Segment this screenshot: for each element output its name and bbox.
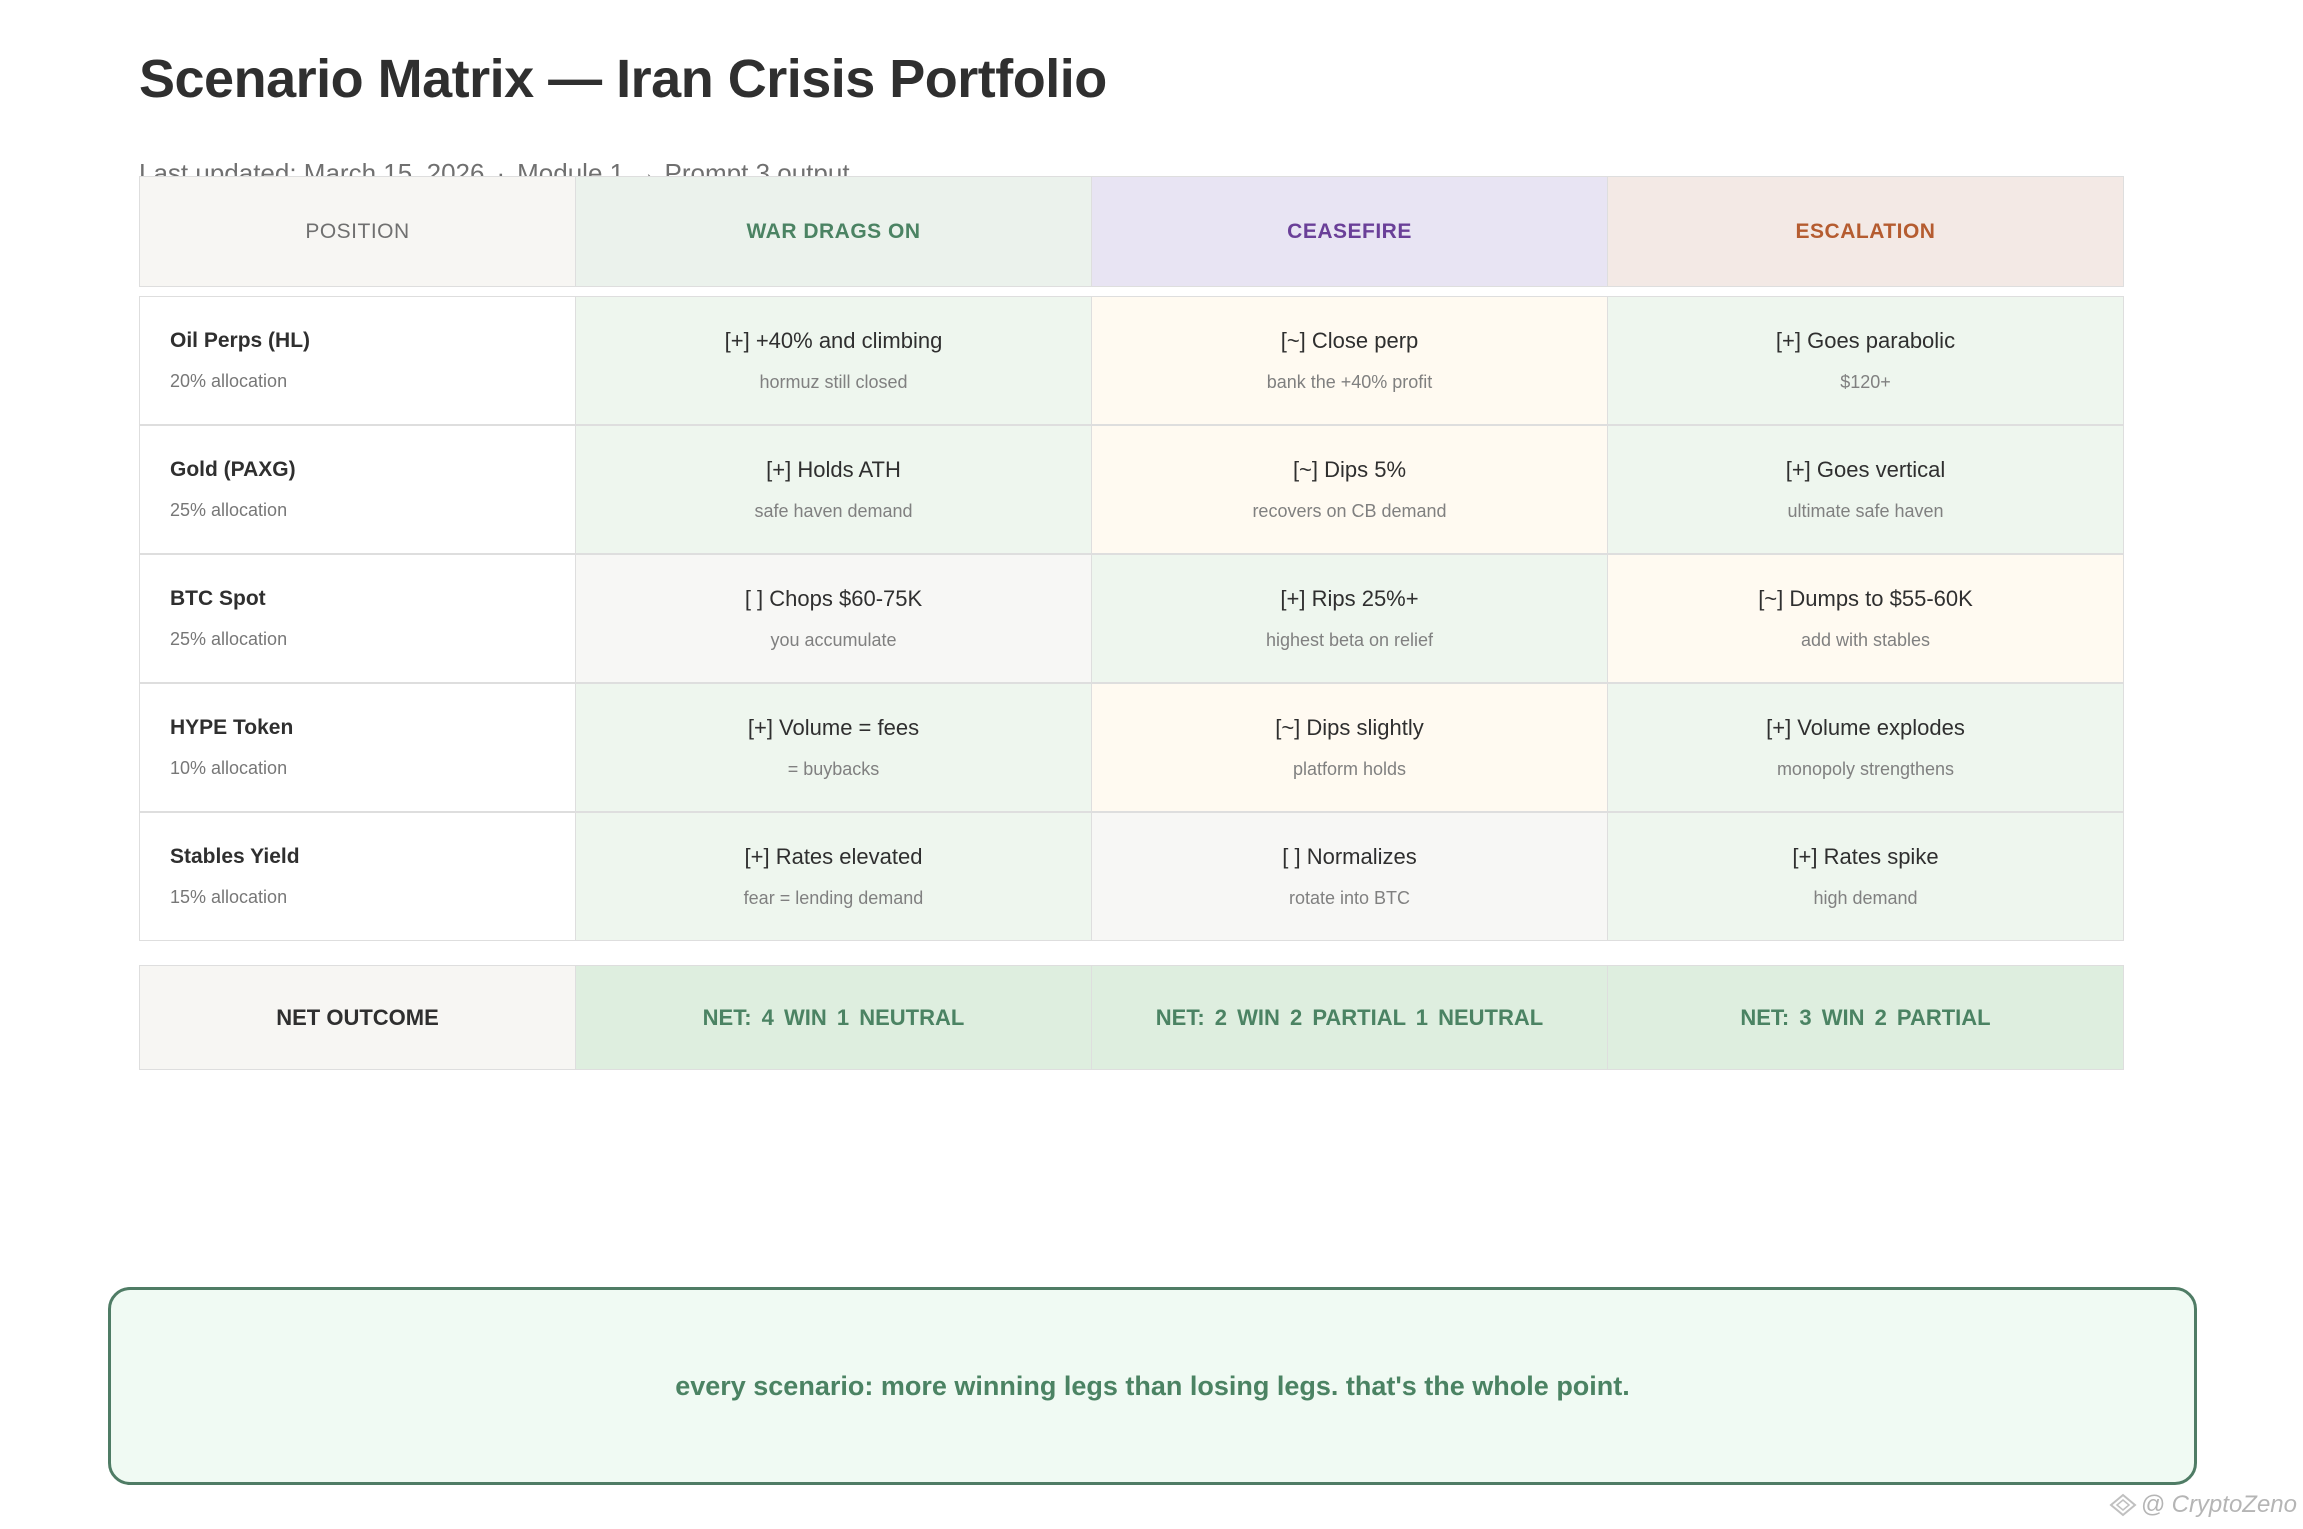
ceasefire-outcome-cell: [~] Close perp bank the +40% profit xyxy=(1091,296,1608,425)
outcome-main: [~] Dips 5% xyxy=(1292,457,1407,482)
matrix-body: Oil Perps (HL) 20% allocation [+] +40% a… xyxy=(139,296,2125,942)
outcome-note: ultimate safe haven xyxy=(1787,501,1944,521)
position-allocation: 25% allocation xyxy=(170,500,288,520)
position-cell: BTC Spot 25% allocation xyxy=(139,554,576,683)
position-name: Stables Yield xyxy=(170,845,300,868)
logo-icon xyxy=(2109,1493,2137,1517)
header-war-drags-on: WAR DRAGS ON xyxy=(575,176,1092,287)
outcome-note: bank the +40% profit xyxy=(1266,372,1433,392)
position-allocation: 15% allocation xyxy=(170,887,288,907)
table-row: BTC Spot 25% allocation [ ] Chops $60-75… xyxy=(139,554,2125,684)
escalation-outcome-cell: [+] Goes parabolic $120+ xyxy=(1607,296,2124,425)
outcome-note: platform holds xyxy=(1292,759,1407,779)
summary-callout: every scenario: more winning legs than l… xyxy=(108,1287,2197,1485)
position-name: Gold (PAXG) xyxy=(170,458,296,481)
outcome-note: recovers on CB demand xyxy=(1252,501,1447,521)
position-cell: Stables Yield 15% allocation xyxy=(139,812,576,941)
war-outcome-cell: [+] Holds ATH safe haven demand xyxy=(575,425,1092,554)
escalation-outcome-cell: [+] Volume explodes monopoly strengthens xyxy=(1607,683,2124,812)
net-outcome-row: NET OUTCOME NET: 4 WIN 1 NEUTRAL NET: 2 … xyxy=(139,965,2125,1070)
outcome-note: monopoly strengthens xyxy=(1776,759,1955,779)
position-cell: HYPE Token 10% allocation xyxy=(139,683,576,812)
ceasefire-outcome-cell: [~] Dips slightly platform holds xyxy=(1091,683,1608,812)
outcome-main: [~] Dumps to $55-60K xyxy=(1758,586,1973,611)
outcome-note: high demand xyxy=(1813,888,1918,908)
outcome-note: you accumulate xyxy=(770,630,897,650)
net-outcome-label: NET OUTCOME xyxy=(139,965,576,1070)
outcome-main: [+] Volume explodes xyxy=(1766,715,1965,740)
position-cell: Oil Perps (HL) 20% allocation xyxy=(139,296,576,425)
outcome-note: safe haven demand xyxy=(754,501,913,521)
ceasefire-outcome-cell: [ ] Normalizes rotate into BTC xyxy=(1091,812,1608,941)
header-escalation: ESCALATION xyxy=(1607,176,2124,287)
escalation-outcome-cell: [+] Rates spike high demand xyxy=(1607,812,2124,941)
outcome-main: [ ] Chops $60-75K xyxy=(744,586,923,611)
watermark: @ CryptoZeno xyxy=(2109,1491,2297,1519)
outcome-note: hormuz still closed xyxy=(759,372,908,392)
table-row: Stables Yield 15% allocation [+] Rates e… xyxy=(139,812,2125,942)
war-outcome-cell: [ ] Chops $60-75K you accumulate xyxy=(575,554,1092,683)
ceasefire-outcome-cell: [+] Rips 25%+ highest beta on relief xyxy=(1091,554,1608,683)
table-row: Gold (PAXG) 25% allocation [+] Holds ATH… xyxy=(139,425,2125,555)
position-allocation: 25% allocation xyxy=(170,629,288,649)
outcome-main: [+] Rates spike xyxy=(1792,844,1939,869)
outcome-note: = buybacks xyxy=(787,759,880,779)
net-ceasefire: NET: 2 WIN 2 PARTIAL 1 NEUTRAL xyxy=(1091,965,1608,1070)
outcome-main: [+] Volume = fees xyxy=(747,715,920,740)
escalation-outcome-cell: [~] Dumps to $55-60K add with stables xyxy=(1607,554,2124,683)
matrix-header: POSITION WAR DRAGS ON CEASEFIRE ESCALATI… xyxy=(139,176,2125,287)
outcome-note: add with stables xyxy=(1800,630,1931,650)
war-outcome-cell: [+] Rates elevated fear = lending demand xyxy=(575,812,1092,941)
war-outcome-cell: [+] Volume = fees = buybacks xyxy=(575,683,1092,812)
net-escalation: NET: 3 WIN 2 PARTIAL xyxy=(1607,965,2124,1070)
separator: · xyxy=(496,158,506,188)
position-name: BTC Spot xyxy=(170,587,266,610)
header-position: POSITION xyxy=(139,176,576,287)
outcome-main: [+] Goes vertical xyxy=(1785,457,1946,482)
war-outcome-cell: [+] +40% and climbing hormuz still close… xyxy=(575,296,1092,425)
outcome-main: [+] Holds ATH xyxy=(766,457,901,482)
position-allocation: 10% allocation xyxy=(170,758,288,778)
outcome-note: highest beta on relief xyxy=(1265,630,1434,650)
watermark-text: @ CryptoZeno xyxy=(2140,1491,2297,1518)
table-row: HYPE Token 10% allocation [+] Volume = f… xyxy=(139,683,2125,813)
position-name: Oil Perps (HL) xyxy=(170,329,311,352)
outcome-main: [+] Goes parabolic xyxy=(1775,328,1956,353)
ceasefire-outcome-cell: [~] Dips 5% recovers on CB demand xyxy=(1091,425,1608,554)
net-war-drags-on: NET: 4 WIN 1 NEUTRAL xyxy=(575,965,1092,1070)
outcome-note: $120+ xyxy=(1840,372,1891,392)
position-cell: Gold (PAXG) 25% allocation xyxy=(139,425,576,554)
header-ceasefire: CEASEFIRE xyxy=(1091,176,1608,287)
outcome-note: fear = lending demand xyxy=(743,888,924,908)
table-row: Oil Perps (HL) 20% allocation [+] +40% a… xyxy=(139,296,2125,426)
position-allocation: 20% allocation xyxy=(170,371,288,391)
outcome-main: [+] Rips 25%+ xyxy=(1280,586,1419,611)
outcome-note: rotate into BTC xyxy=(1288,888,1411,908)
outcome-main: [ ] Normalizes xyxy=(1282,844,1417,869)
outcome-main: [~] Dips slightly xyxy=(1275,715,1424,740)
escalation-outcome-cell: [+] Goes vertical ultimate safe haven xyxy=(1607,425,2124,554)
callout-text: every scenario: more winning legs than l… xyxy=(675,1370,1630,1401)
outcome-main: [+] Rates elevated xyxy=(744,844,923,869)
outcome-main: [~] Close perp xyxy=(1280,328,1419,353)
outcome-main: [+] +40% and climbing xyxy=(724,328,943,353)
page-title: Scenario Matrix — Iran Crisis Portfolio xyxy=(139,49,1107,109)
position-name: HYPE Token xyxy=(170,716,294,739)
